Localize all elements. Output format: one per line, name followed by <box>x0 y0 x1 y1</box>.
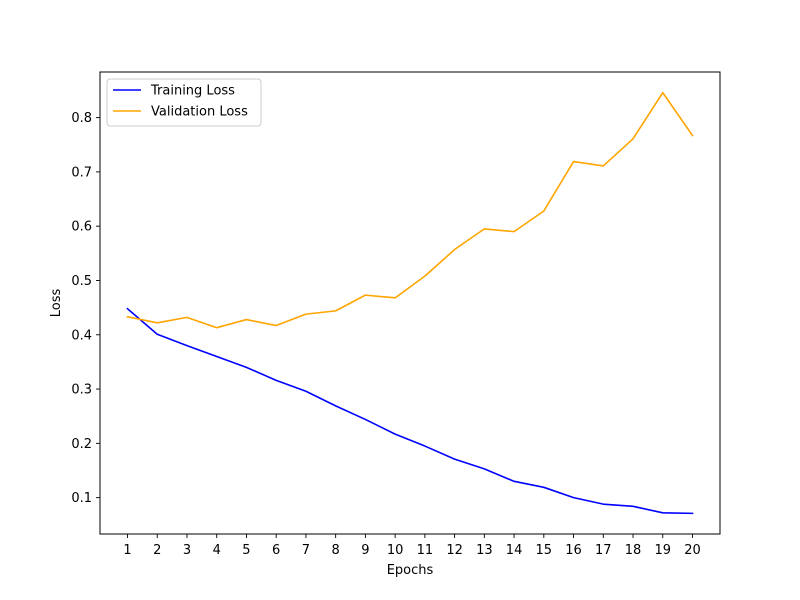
x-tick-label: 20 <box>684 543 701 558</box>
series-line-training-loss <box>126 307 694 515</box>
x-tick-label: 9 <box>361 543 369 558</box>
series-layer <box>126 91 694 515</box>
x-axis: 1 2 3 4 5 6 7 8 9 10 11 12 13 14 15 16 17 18 19 20 <box>123 534 701 558</box>
x-tick-label: 14 <box>506 543 523 558</box>
y-tick-label: 0.7 <box>71 165 92 180</box>
x-tick-label: 8 <box>332 543 340 558</box>
y-tick-label: 0.6 <box>71 220 92 235</box>
x-tick-label: 17 <box>595 543 612 558</box>
legend-label-validation-loss: Validation Loss <box>151 105 248 120</box>
x-tick-label: 18 <box>625 543 642 558</box>
x-axis-label: Epochs <box>387 563 434 578</box>
x-tick-label: 6 <box>272 543 280 558</box>
x-tick-label: 16 <box>565 543 582 558</box>
x-tick-label: 13 <box>476 543 493 558</box>
y-tick-label: 0.4 <box>71 328 92 343</box>
x-tick-label: 4 <box>213 543 221 558</box>
y-axis-label: Loss <box>49 289 64 318</box>
x-tick-label: 7 <box>302 543 310 558</box>
x-tick-label: 1 <box>123 543 131 558</box>
x-tick-label: 12 <box>446 543 463 558</box>
x-tick-label: 5 <box>242 543 250 558</box>
y-tick-label: 0.5 <box>71 274 92 289</box>
y-axis: 0.1 0.2 0.3 0.4 0.5 0.6 0.7 0.8 <box>71 111 100 506</box>
x-tick-label: 10 <box>387 543 404 558</box>
x-tick-label: 2 <box>153 543 161 558</box>
legend-box <box>106 78 262 127</box>
plot-frame <box>99 71 721 535</box>
y-tick-label: 0.3 <box>71 383 92 398</box>
x-tick-label: 11 <box>417 543 434 558</box>
legend: Training Loss Validation Loss <box>106 78 262 127</box>
y-tick-label: 0.1 <box>71 491 92 506</box>
series-line-validation-loss <box>126 91 694 329</box>
y-tick-label: 0.8 <box>71 111 92 126</box>
y-tick-label: 0.2 <box>71 437 92 452</box>
x-tick-label: 19 <box>654 543 671 558</box>
x-tick-label: 3 <box>183 543 191 558</box>
legend-label-training-loss: Training Loss <box>150 84 235 99</box>
x-tick-label: 15 <box>536 543 553 558</box>
